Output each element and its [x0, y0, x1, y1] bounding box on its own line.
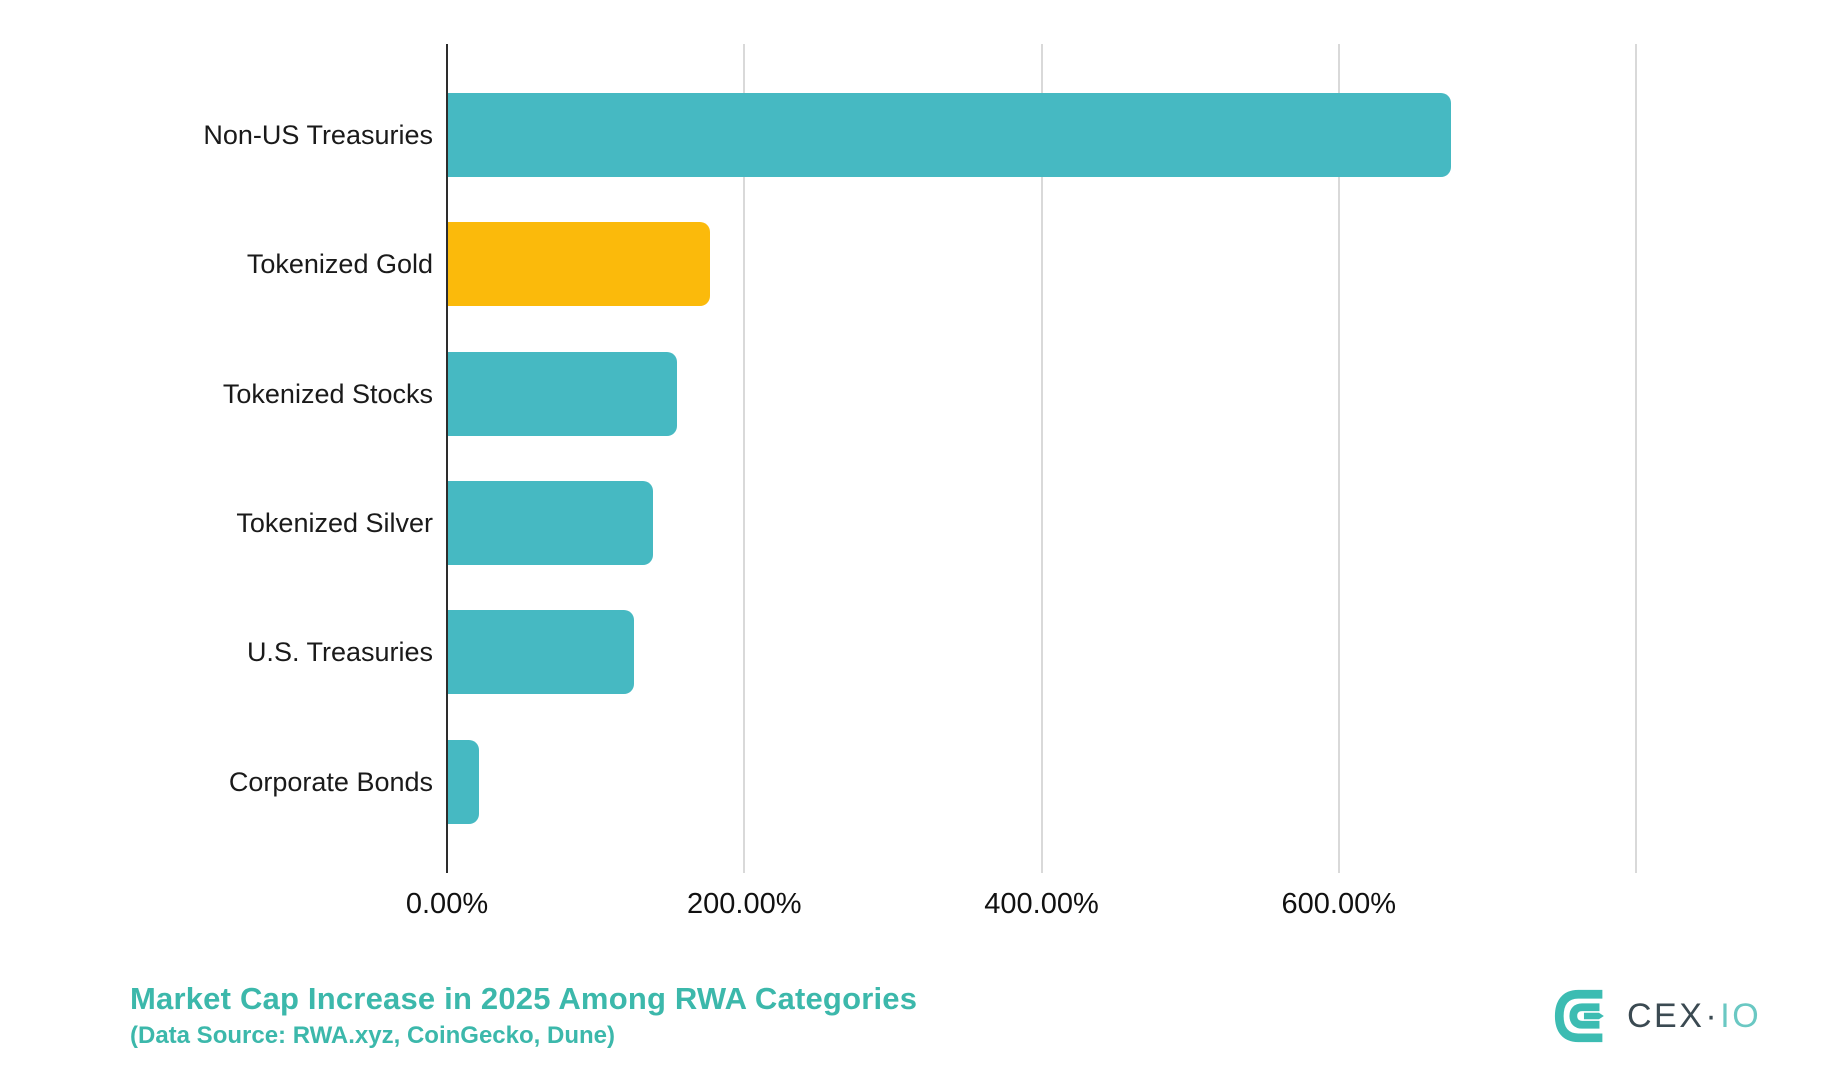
chart-plot-area: [446, 44, 1637, 873]
gridline-600: [1337, 44, 1340, 873]
x-tick-label-0: 0.00%: [405, 888, 489, 920]
logo-separator-dot: ·: [1705, 996, 1720, 1035]
category-label-corporate-bonds: Corporate Bonds: [228, 766, 433, 797]
x-tick-label-600: 600.00%: [1281, 888, 1397, 920]
chart-title: Market Cap Increase in 2025 Among RWA Ca…: [130, 981, 918, 1016]
chart-footer: Market Cap Increase in 2025 Among RWA Ca…: [130, 981, 1230, 1050]
bar-u-s-treasuries: [448, 610, 634, 695]
logo-text-cex: CEX: [1627, 996, 1705, 1035]
category-label-non-us-treasuries: Non-US Treasuries: [203, 120, 433, 150]
category-label-tokenized-gold: Tokenized Gold: [246, 249, 433, 280]
chart-subtitle: (Data Source: RWA.xyz, CoinGecko, Dune): [130, 1022, 615, 1049]
gridline-800: [1635, 44, 1637, 873]
cexio-logo: CEX · IO: [1552, 984, 1761, 1048]
category-labels-column: Non-US Treasuries Tokenized Gold Tokenized…: [0, 44, 433, 873]
logo-text: CEX · IO: [1627, 997, 1761, 1036]
bar-tokenized-stocks: [448, 351, 677, 436]
cexio-monogram-icon: [1552, 985, 1614, 1047]
category-label-tokenized-silver: Tokenized Silver: [236, 507, 433, 538]
logo-text-io: IO: [1720, 996, 1762, 1035]
bar-non-us-treasuries: [448, 93, 1452, 177]
category-label-u-s-treasuries: U.S. Treasuries: [246, 637, 433, 668]
x-tick-label-400: 400.00%: [984, 888, 1099, 920]
bar-tokenized-silver: [448, 480, 654, 565]
gridline-200: [743, 44, 746, 873]
gridline-400: [1040, 44, 1043, 873]
category-label-tokenized-stocks: Tokenized Stocks: [222, 378, 433, 409]
bar-corporate-bonds: [448, 739, 480, 824]
y-axis-line: [446, 44, 448, 873]
bar-tokenized-gold: [448, 222, 710, 307]
x-tick-label-200: 200.00%: [687, 888, 802, 920]
